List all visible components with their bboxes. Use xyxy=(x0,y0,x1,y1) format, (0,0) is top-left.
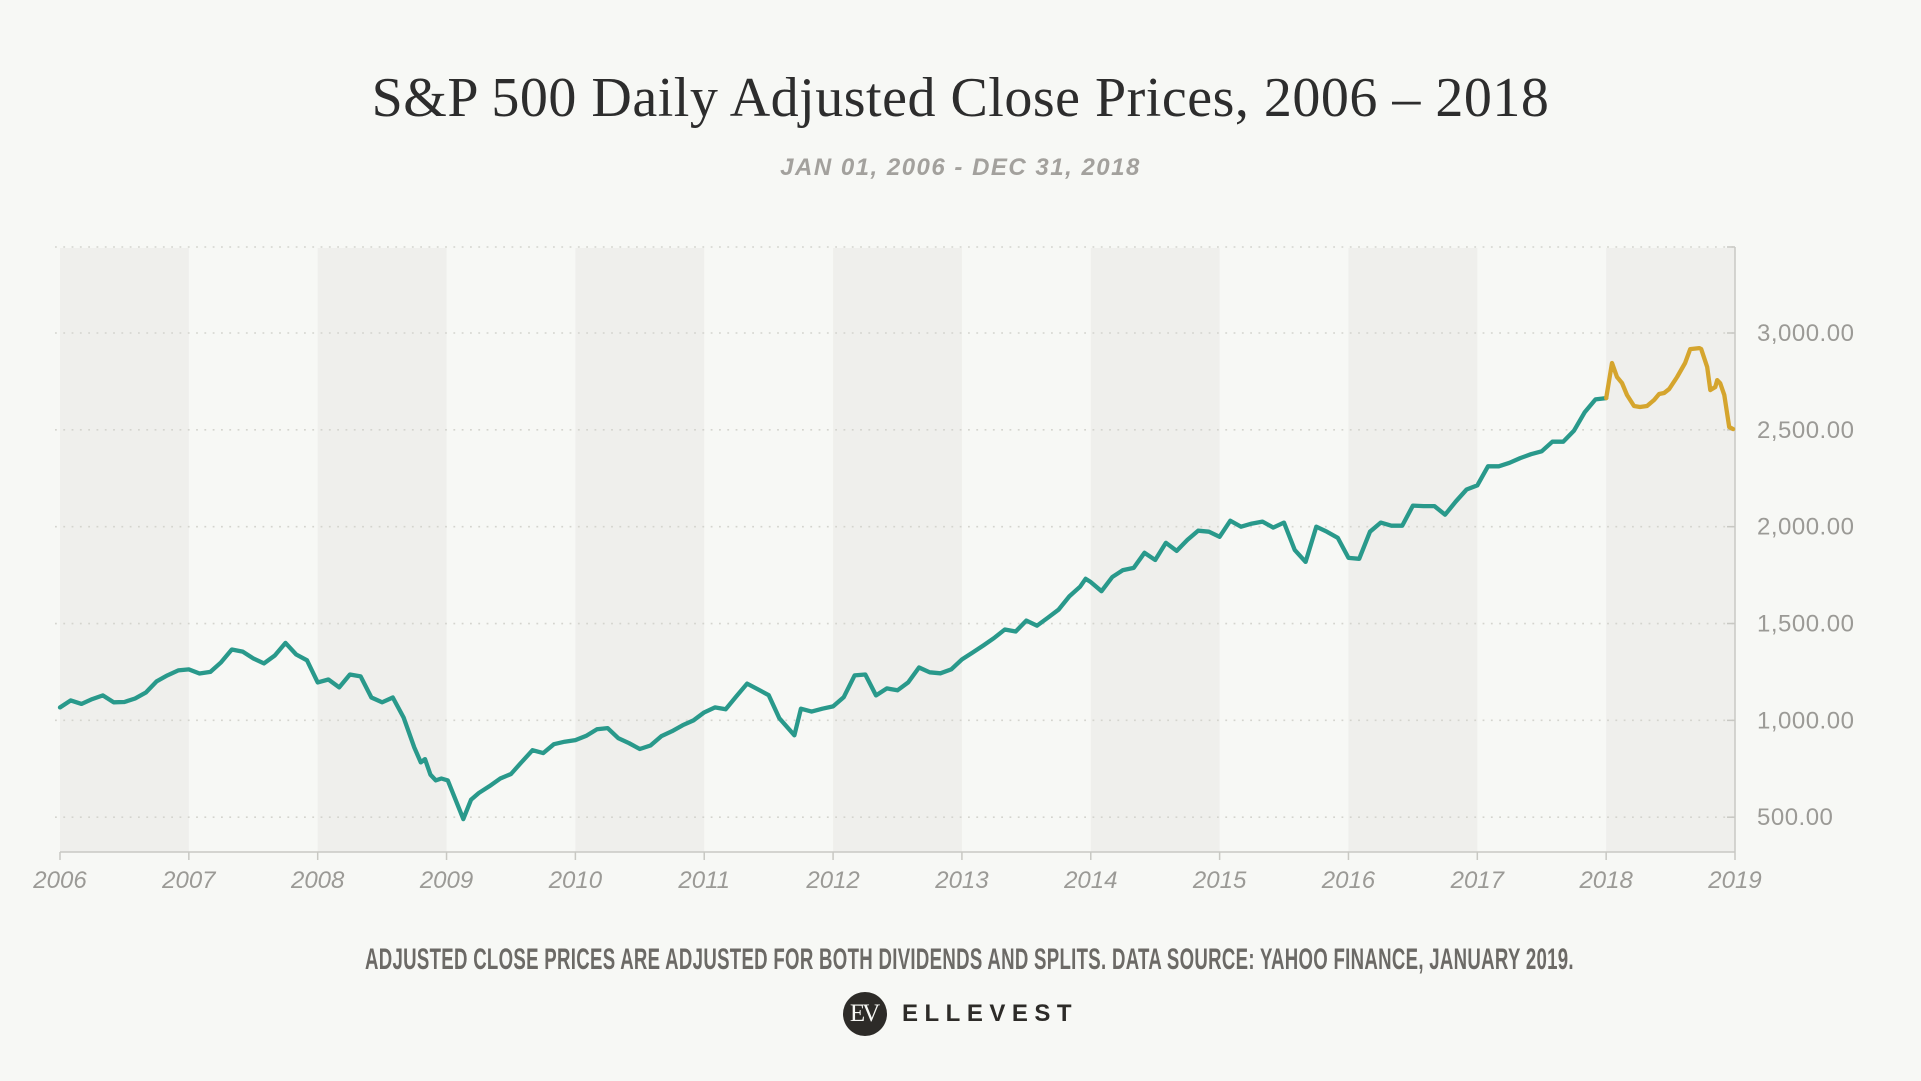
year-band-2014 xyxy=(1090,248,1220,852)
y-tick-label-3000: 3,000.00 xyxy=(1757,320,1854,347)
y-tick-label-2500: 2,500.00 xyxy=(1757,417,1854,444)
year-band-2018 xyxy=(1606,248,1735,852)
x-tick-label-2006: 2006 xyxy=(32,867,87,894)
ellevest-monogram-icon: EV xyxy=(842,992,887,1036)
x-tick-label-2010: 2010 xyxy=(548,867,603,894)
x-tick-label-2008: 2008 xyxy=(290,867,345,894)
x-tick-label-2017: 2017 xyxy=(1450,867,1506,894)
x-tick-label-2012: 2012 xyxy=(805,867,859,894)
y-tick-label-500: 500.00 xyxy=(1757,804,1833,831)
x-tick-label-2016: 2016 xyxy=(1321,867,1376,894)
x-tick-label-2011: 2011 xyxy=(677,867,730,894)
y-tick-label-1500: 1,500.00 xyxy=(1757,611,1854,638)
page-title: S&P 500 Daily Adjusted Close Prices, 200… xyxy=(371,67,1550,129)
footer-note: ADJUSTED CLOSE PRICES ARE ADJUSTED FOR B… xyxy=(364,943,1574,976)
page-subtitle: JAN 01, 2006 - DEC 31, 2018 xyxy=(780,154,1141,181)
ellevest-logo: EV ELLEVEST xyxy=(0,992,1921,1036)
x-tick-label-2013: 2013 xyxy=(934,867,989,894)
x-tick-label-2014: 2014 xyxy=(1063,867,1117,894)
y-tick-label-2000: 2,000.00 xyxy=(1757,514,1854,541)
series-line-2018 xyxy=(1604,345,1736,432)
year-band-2010 xyxy=(575,248,705,852)
x-tick-label-2018: 2018 xyxy=(1578,867,1633,894)
series-line-2006-2017 xyxy=(57,395,1609,822)
year-band-2006 xyxy=(60,248,189,852)
year-band-2008 xyxy=(317,248,447,852)
x-tick-label-2015: 2015 xyxy=(1192,867,1247,894)
year-band-2012 xyxy=(833,248,962,852)
x-tick-label-2009: 2009 xyxy=(419,867,473,894)
brand-wordmark: ELLEVEST xyxy=(901,1000,1079,1027)
logo-monogram-text: EV xyxy=(849,1000,880,1027)
x-tick-label-2007: 2007 xyxy=(161,867,217,894)
y-tick-label-1000: 1,000.00 xyxy=(1757,707,1854,734)
x-tick-label-2019: 2019 xyxy=(1707,867,1761,894)
year-band-2016 xyxy=(1348,248,1478,852)
